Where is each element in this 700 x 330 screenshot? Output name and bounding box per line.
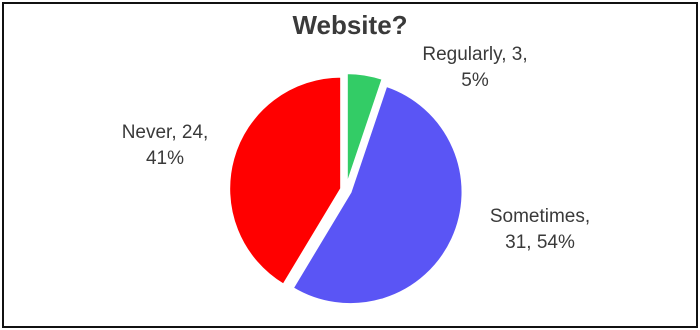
pie-slice-sometimes (291, 84, 464, 306)
slice-label-never-line2: 41% (145, 148, 185, 169)
slice-label-never: Never, 24, 41% (105, 120, 225, 172)
slice-label-regularly-line1: Regularly, 3, (422, 44, 528, 65)
slice-label-regularly-line2: 5% (461, 70, 489, 91)
chart-title: Website? (292, 10, 408, 40)
slice-label-regularly: Regularly, 3, 5% (405, 42, 545, 94)
slice-label-sometimes-line1: Sometimes, (489, 206, 591, 227)
slice-label-never-line1: Never, 24, (121, 122, 209, 143)
pie-slice-never (228, 75, 343, 287)
slice-label-sometimes-line2: 31, 54% (505, 232, 575, 253)
pie-slice-regularly (345, 72, 384, 186)
slice-label-sometimes: Sometimes, 31, 54% (470, 204, 610, 256)
